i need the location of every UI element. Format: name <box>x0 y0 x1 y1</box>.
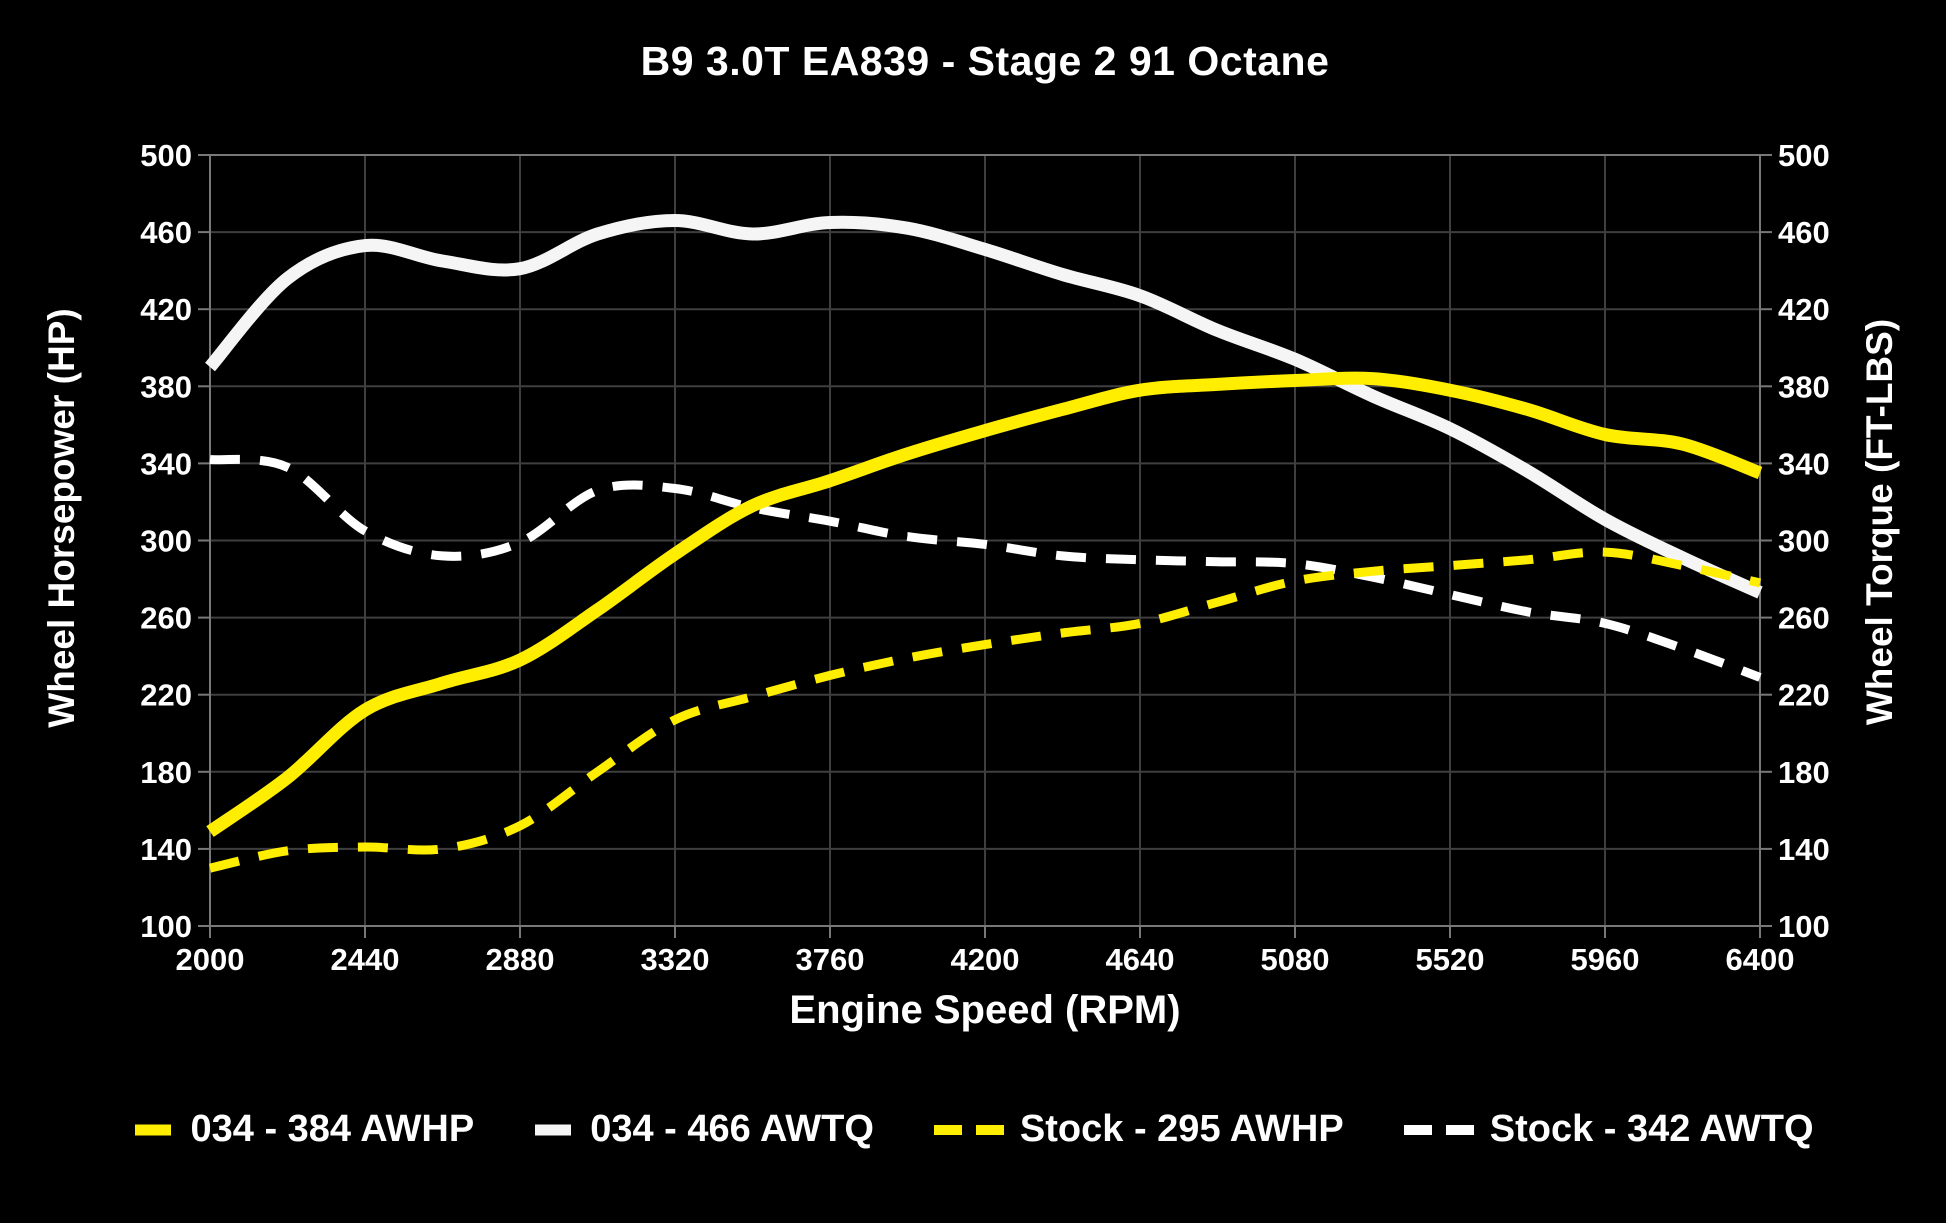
x-tick-label: 4200 <box>951 942 1020 977</box>
y-tick-label-right: 460 <box>1778 215 1830 250</box>
x-tick-label: 4640 <box>1106 942 1175 977</box>
legend-label: 034 - 466 AWTQ <box>590 1108 874 1150</box>
y-tick-label-left: 220 <box>140 678 192 713</box>
x-tick-label: 2880 <box>486 942 555 977</box>
legend-solid-line-icon <box>135 1124 172 1135</box>
legend-dashed-line-icon <box>933 1124 1004 1135</box>
y-tick-label-right: 140 <box>1778 832 1830 867</box>
y-tick-label-left: 500 <box>140 138 192 173</box>
y-tick-label-left: 140 <box>140 832 192 867</box>
y-tick-label-left: 260 <box>140 601 192 636</box>
y-tick-label-right: 380 <box>1778 369 1830 404</box>
x-tick-label: 6400 <box>1726 942 1795 977</box>
y-tick-label-left: 100 <box>140 909 192 944</box>
y-tick-label-right: 340 <box>1778 446 1830 481</box>
y-tick-label-right: 180 <box>1778 755 1830 790</box>
x-tick-label: 3760 <box>796 942 865 977</box>
y-tick-label-right: 220 <box>1778 678 1830 713</box>
y-tick-label-left: 340 <box>140 446 192 481</box>
legend-item-stock-342-awtq: Stock - 342 AWTQ <box>1402 1108 1814 1151</box>
y-tick-label-left: 420 <box>140 292 192 327</box>
x-tick-label: 2440 <box>331 942 400 977</box>
y-tick-label-right: 300 <box>1778 524 1830 559</box>
x-tick-label: 2000 <box>176 942 245 977</box>
legend-solid-line-icon <box>535 1124 572 1135</box>
y-tick-label-right: 420 <box>1778 292 1830 327</box>
y-tick-label-right: 260 <box>1778 601 1830 636</box>
legend-dashed-line-icon <box>1403 1124 1474 1135</box>
chart-legend: 034 - 384 AWHP 034 - 466 AWTQ Stock - 295 … <box>0 1108 1946 1151</box>
series-line-034-466-awtq <box>205 214 1763 599</box>
x-axis-label: Engine Speed (RPM) <box>789 988 1181 1032</box>
legend-item-stock-295-awhp: Stock - 295 AWHP <box>932 1108 1344 1151</box>
x-tick-label: 5960 <box>1571 942 1640 977</box>
plot-border <box>209 154 1761 927</box>
series-line-stock-342-awtq <box>209 454 1762 682</box>
y-tick-label-left: 460 <box>140 215 192 250</box>
legend-label: 034 - 384 AWHP <box>190 1108 475 1150</box>
y-tick-label-right: 100 <box>1778 909 1830 944</box>
y-tick-label-left: 380 <box>140 369 192 404</box>
legend-label: Stock - 342 AWTQ <box>1489 1108 1814 1150</box>
series-line-stock-295-awhp <box>208 547 1761 873</box>
y-tick-label-right: 500 <box>1778 138 1830 173</box>
legend-item-034-466-awtq: 034 - 466 AWTQ <box>532 1108 874 1151</box>
x-tick-label: 3320 <box>641 942 710 977</box>
x-tick-label: 5080 <box>1261 942 1330 977</box>
chart-title: B9 3.0T EA839 - Stage 2 91 Octane <box>640 38 1330 84</box>
legend-label: Stock - 295 AWHP <box>1019 1108 1344 1150</box>
x-tick-label: 5520 <box>1416 942 1485 977</box>
legend-item-034-384-awhp: 034 - 384 AWHP <box>132 1108 474 1151</box>
y-tick-label-left: 300 <box>140 524 192 559</box>
y-tick-label-left: 180 <box>140 755 192 790</box>
series-line-034-384-awhp <box>206 371 1763 837</box>
